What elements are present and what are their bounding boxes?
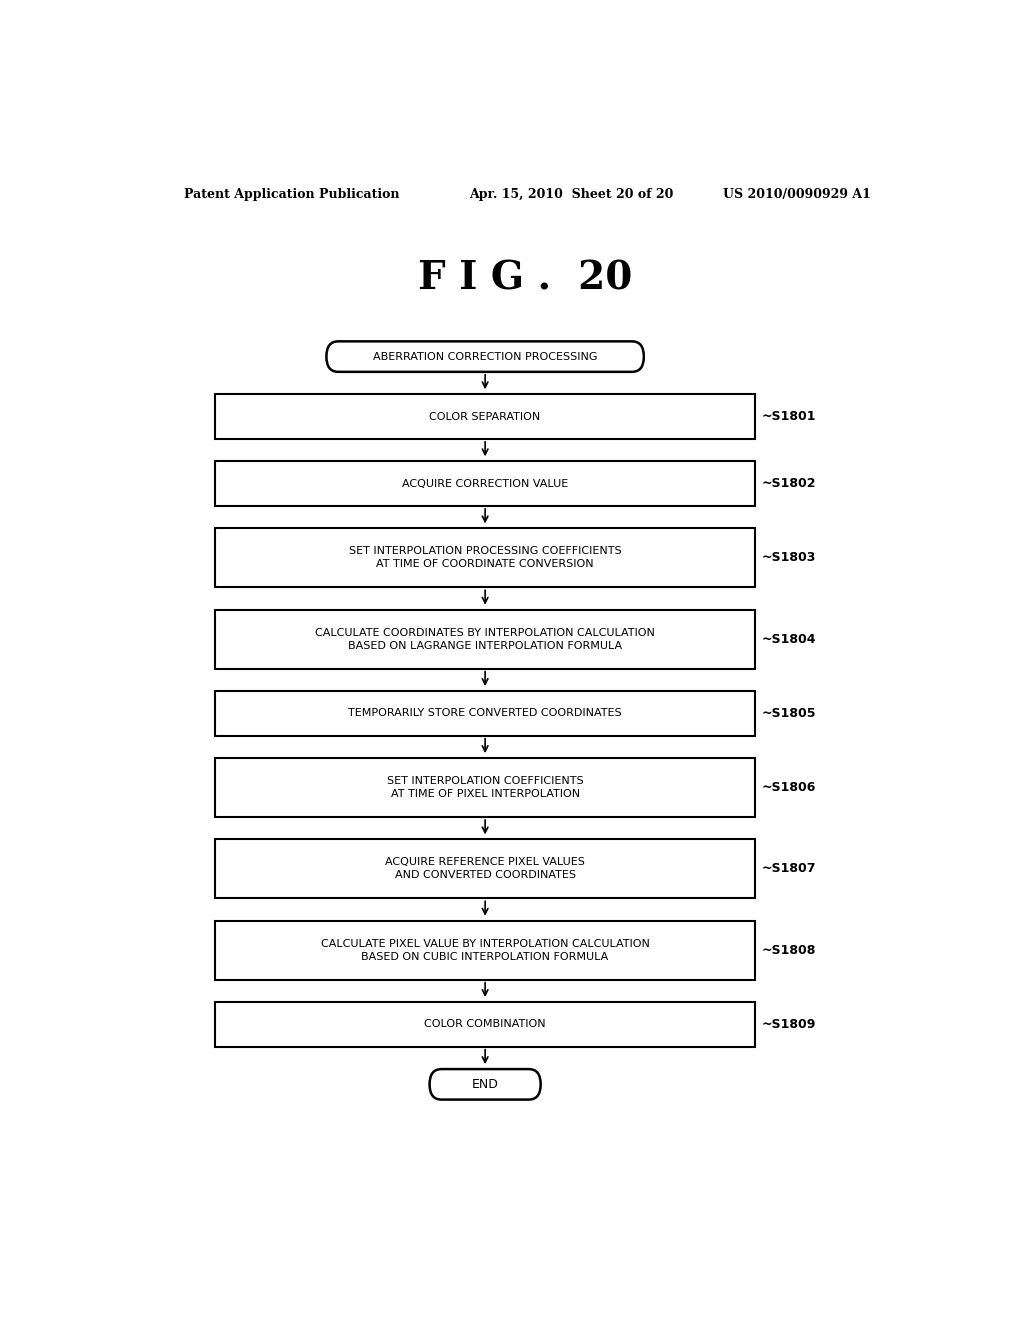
Text: ~S1807: ~S1807 bbox=[761, 862, 816, 875]
Text: US 2010/0090929 A1: US 2010/0090929 A1 bbox=[723, 189, 871, 202]
Text: ~S1802: ~S1802 bbox=[761, 477, 816, 490]
Text: F I G .  20: F I G . 20 bbox=[418, 259, 632, 297]
Text: COLOR SEPARATION: COLOR SEPARATION bbox=[429, 412, 541, 421]
FancyBboxPatch shape bbox=[327, 342, 644, 372]
Text: ACQUIRE REFERENCE PIXEL VALUES
AND CONVERTED COORDINATES: ACQUIRE REFERENCE PIXEL VALUES AND CONVE… bbox=[385, 857, 585, 880]
FancyBboxPatch shape bbox=[215, 1002, 755, 1047]
Text: ABERRATION CORRECTION PROCESSING: ABERRATION CORRECTION PROCESSING bbox=[373, 351, 597, 362]
Text: ACQUIRE CORRECTION VALUE: ACQUIRE CORRECTION VALUE bbox=[402, 479, 568, 488]
FancyBboxPatch shape bbox=[215, 461, 755, 506]
Text: SET INTERPOLATION COEFFICIENTS
AT TIME OF PIXEL INTERPOLATION: SET INTERPOLATION COEFFICIENTS AT TIME O… bbox=[387, 776, 584, 799]
FancyBboxPatch shape bbox=[215, 758, 755, 817]
Text: Apr. 15, 2010  Sheet 20 of 20: Apr. 15, 2010 Sheet 20 of 20 bbox=[469, 189, 674, 202]
Text: ~S1806: ~S1806 bbox=[761, 781, 816, 795]
FancyBboxPatch shape bbox=[215, 921, 755, 979]
Text: ~S1801: ~S1801 bbox=[761, 411, 816, 424]
Text: ~S1803: ~S1803 bbox=[761, 552, 816, 565]
Text: CALCULATE COORDINATES BY INTERPOLATION CALCULATION
BASED ON LAGRANGE INTERPOLATI: CALCULATE COORDINATES BY INTERPOLATION C… bbox=[315, 627, 655, 651]
Text: CALCULATE PIXEL VALUE BY INTERPOLATION CALCULATION
BASED ON CUBIC INTERPOLATION : CALCULATE PIXEL VALUE BY INTERPOLATION C… bbox=[321, 939, 649, 962]
Text: Patent Application Publication: Patent Application Publication bbox=[183, 189, 399, 202]
Text: TEMPORARILY STORE CONVERTED COORDINATES: TEMPORARILY STORE CONVERTED COORDINATES bbox=[348, 709, 622, 718]
FancyBboxPatch shape bbox=[430, 1069, 541, 1100]
FancyBboxPatch shape bbox=[215, 395, 755, 440]
Text: ~S1809: ~S1809 bbox=[761, 1018, 816, 1031]
FancyBboxPatch shape bbox=[215, 528, 755, 587]
Text: END: END bbox=[472, 1078, 499, 1090]
Text: ~S1804: ~S1804 bbox=[761, 632, 816, 645]
FancyBboxPatch shape bbox=[215, 610, 755, 669]
Text: ~S1805: ~S1805 bbox=[761, 706, 816, 719]
Text: COLOR COMBINATION: COLOR COMBINATION bbox=[424, 1019, 546, 1030]
FancyBboxPatch shape bbox=[215, 840, 755, 899]
FancyBboxPatch shape bbox=[215, 690, 755, 735]
Text: SET INTERPOLATION PROCESSING COEFFICIENTS
AT TIME OF COORDINATE CONVERSION: SET INTERPOLATION PROCESSING COEFFICIENT… bbox=[349, 546, 622, 569]
Text: ~S1808: ~S1808 bbox=[761, 944, 816, 957]
